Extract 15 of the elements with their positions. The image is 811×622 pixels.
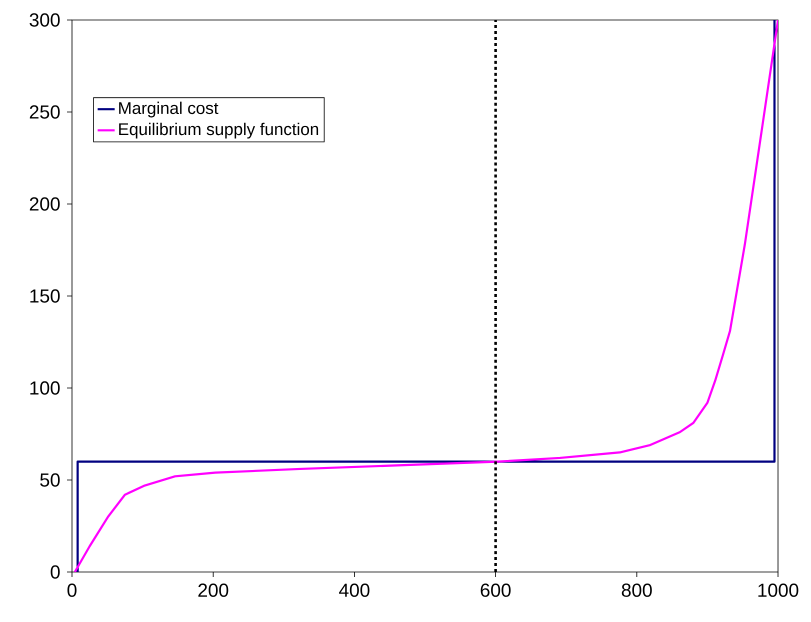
legend-label: Marginal cost bbox=[119, 102, 218, 118]
y-tick-label: 50 bbox=[40, 473, 60, 487]
x-tick-label: 800 bbox=[622, 584, 652, 597]
legend-label: Equilibrium supply function bbox=[119, 122, 318, 139]
x-tick-label: 1000 bbox=[758, 584, 798, 597]
y-tick-label: 250 bbox=[30, 105, 60, 119]
y-tick-label: 150 bbox=[30, 289, 60, 303]
y-tick-label: 300 bbox=[30, 13, 60, 27]
x-tick-label: 200 bbox=[198, 584, 228, 597]
y-tick-label: 200 bbox=[30, 197, 60, 211]
y-tick-label: 100 bbox=[30, 381, 60, 395]
x-tick-label: 600 bbox=[480, 584, 511, 597]
y-tick-label: 0 bbox=[50, 565, 60, 579]
x-tick-label: 0 bbox=[67, 584, 77, 597]
x-tick-label: 400 bbox=[339, 584, 370, 597]
